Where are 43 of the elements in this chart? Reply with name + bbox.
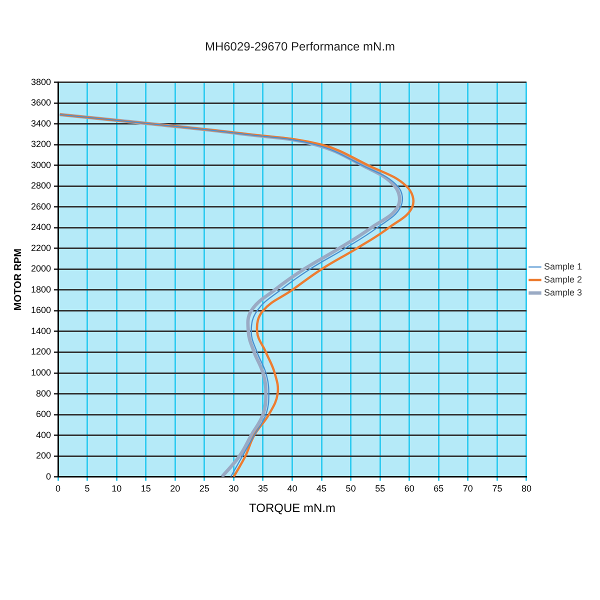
y-tick-label: 2200 — [30, 242, 52, 253]
x-tick-label: 40 — [287, 484, 298, 494]
y-tick-label: 1600 — [30, 305, 52, 316]
x-axis-title: TORQUE mN.m — [249, 501, 336, 516]
y-tick-label: 200 — [36, 450, 52, 461]
x-tick-label: 55 — [375, 484, 386, 494]
x-tick-label: 70 — [462, 484, 473, 494]
x-tick-label: 25 — [199, 484, 210, 494]
y-tick-label: 3200 — [30, 139, 52, 150]
y-axis-title: MOTOR RPM — [12, 248, 24, 311]
x-tick-label: 50 — [346, 484, 356, 494]
y-tick-label: 400 — [36, 430, 52, 440]
x-tick-label: 65 — [434, 484, 444, 494]
x-tick-label: 45 — [316, 484, 327, 494]
y-tick-label: 600 — [36, 409, 52, 420]
y-tick-label: 3800 — [30, 76, 52, 87]
legend-label: Sample 3 — [544, 287, 582, 298]
x-tick-label: 75 — [492, 484, 502, 494]
y-tick-label: 3000 — [30, 160, 52, 170]
x-tick-label: 60 — [404, 484, 414, 494]
x-tick-label: 0 — [56, 484, 61, 494]
y-tick-label: 2400 — [30, 222, 52, 232]
x-tick-label: 80 — [521, 484, 532, 494]
legend-label: Sample 1 — [544, 261, 582, 272]
y-tick-label: 2600 — [30, 201, 52, 212]
x-tick-label: 35 — [258, 484, 268, 494]
y-tick-label: 1200 — [30, 346, 52, 357]
y-tick-label: 1400 — [30, 326, 52, 336]
y-tick-label: 2800 — [30, 180, 52, 191]
x-tick-label: 30 — [228, 484, 239, 494]
x-tick-label: 5 — [84, 484, 90, 494]
legend-label: Sample 2 — [544, 274, 582, 284]
x-tick-label: 15 — [140, 484, 151, 494]
y-tick-label: 1800 — [30, 284, 52, 294]
y-tick-label: 800 — [36, 388, 52, 398]
x-tick-label: 20 — [170, 484, 180, 494]
y-tick-label: 3400 — [30, 118, 52, 128]
x-tick-label: 10 — [112, 484, 122, 494]
y-tick-label: 1000 — [30, 367, 52, 378]
chart-title: MH6029-29670 Performance mN.m — [204, 40, 396, 54]
y-tick-label: 0 — [46, 471, 52, 482]
y-tick-label: 2000 — [30, 264, 52, 274]
y-tick-label: 3600 — [30, 98, 52, 108]
